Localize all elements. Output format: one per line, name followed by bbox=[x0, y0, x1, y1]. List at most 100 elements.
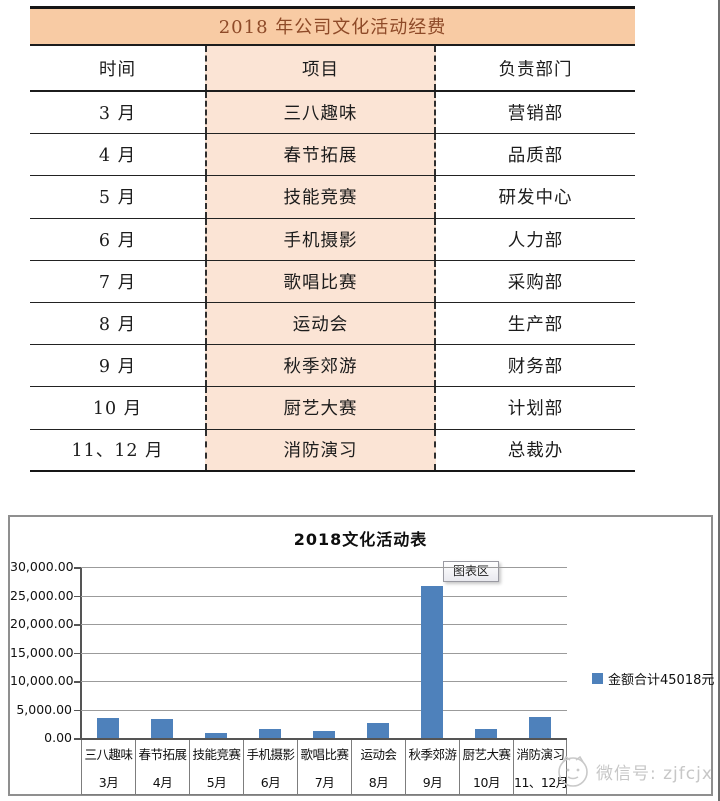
table-cell-month: 11、12 月 bbox=[71, 441, 164, 462]
table-cell-month: 5 月 bbox=[98, 188, 137, 209]
table-row: 3 月 三八趣味 营销部 bbox=[30, 92, 635, 135]
y-tick-mark bbox=[74, 652, 81, 654]
category-label-month: 4月 bbox=[135, 769, 189, 794]
category-label-project: 三八趣味 bbox=[81, 738, 135, 769]
category-label-month: 11、12月 bbox=[513, 769, 568, 794]
legend-swatch-icon bbox=[592, 673, 603, 684]
chart-bar[interactable] bbox=[529, 717, 551, 738]
gridline bbox=[81, 652, 567, 654]
table-cell-project: 厨艺大赛 bbox=[205, 387, 436, 429]
category-axis-months: 3月 4月 5月 6月 7月 8月 9月 10月 11、12月 bbox=[81, 769, 568, 794]
table-cell-month: 7 月 bbox=[98, 272, 137, 293]
watermark: 微信号: zjfcjx bbox=[555, 753, 713, 789]
screenshot-right-edge bbox=[718, 0, 720, 801]
table-cell-department: 计划部 bbox=[507, 399, 564, 420]
table-cell-department: 品质部 bbox=[507, 146, 564, 167]
column-header-time: 时间 bbox=[99, 59, 136, 80]
table-row: 4 月 春节拓展 品质部 bbox=[30, 134, 635, 177]
table-body: 3 月 三八趣味 营销部 4 月 春节拓展 品质部 5 月 技能竞赛 研发中心 6 月 手机摄影 人力… bbox=[30, 92, 635, 472]
table-cell-month: 3 月 bbox=[98, 104, 137, 125]
category-label-project: 厨艺大赛 bbox=[459, 738, 513, 769]
y-tick-mark bbox=[74, 595, 81, 597]
table-row: 10 月 厨艺大赛 计划部 bbox=[30, 387, 635, 430]
chart-bar[interactable] bbox=[367, 723, 389, 738]
category-label-project: 手机摄影 bbox=[243, 738, 297, 769]
table-cell-project: 春节拓展 bbox=[205, 134, 436, 176]
gridline bbox=[81, 567, 567, 568]
y-tick-label: 5,000.00 bbox=[16, 701, 72, 717]
y-tick-label: 30,000.00 bbox=[10, 559, 74, 574]
table-cell-department: 研发中心 bbox=[498, 188, 573, 209]
table-row: 9 月 秋季郊游 财务部 bbox=[30, 345, 635, 388]
column-header-project: 项目 bbox=[205, 46, 436, 90]
category-label-month: 5月 bbox=[189, 769, 243, 794]
y-tick-mark bbox=[74, 738, 81, 740]
chart-panel[interactable]: 2018文化活动表 三八趣味 春节拓展 技能竞赛 手机摄影 歌唱比赛 运动会 秋季郊游 厨艺大… bbox=[8, 515, 714, 796]
column-header-department: 负责部门 bbox=[498, 59, 573, 80]
expense-table: 2018 年公司文化活动经费 时间 项目 负责部门 3 月 三八趣味 营销部 4 月 春… bbox=[30, 6, 635, 472]
table-row: 6 月 手机摄影 人力部 bbox=[30, 218, 635, 261]
category-label-month: 8月 bbox=[351, 769, 405, 794]
table-title: 2018 年公司文化活动经费 bbox=[30, 9, 635, 46]
table-cell-department: 营销部 bbox=[507, 104, 564, 125]
table-cell-department: 生产部 bbox=[507, 315, 564, 336]
chart-bar[interactable] bbox=[259, 728, 281, 738]
category-label-month: 10月 bbox=[459, 769, 513, 794]
y-tick-label: 0.00 bbox=[44, 730, 72, 745]
table-cell-department: 财务部 bbox=[507, 357, 564, 378]
category-label-project: 消防演习 bbox=[513, 738, 567, 769]
chart-title: 2018文化活动表 bbox=[293, 530, 428, 549]
table-cell-month: 9 月 bbox=[98, 357, 137, 378]
wechat-mascot-icon bbox=[558, 755, 588, 787]
y-tick-label: 20,000.00 bbox=[10, 616, 74, 631]
watermark-text: 微信号: zjfcjx bbox=[596, 763, 713, 784]
y-tick-label: 15,000.00 bbox=[10, 644, 74, 660]
table-row: 8 月 运动会 生产部 bbox=[30, 302, 635, 346]
legend-label: 金额合计45018元 bbox=[608, 673, 715, 688]
table-cell-month: 4 月 bbox=[98, 146, 137, 167]
gridline bbox=[81, 709, 567, 711]
table-row: 7 月 歌唱比赛 采购部 bbox=[30, 260, 635, 303]
table-cell-project: 消防演习 bbox=[205, 429, 436, 470]
y-tick-label: 25,000.00 bbox=[10, 587, 74, 603]
chart-bar[interactable] bbox=[475, 729, 497, 738]
category-label-project: 歌唱比赛 bbox=[297, 738, 351, 769]
category-label-project: 秋季郊游 bbox=[405, 738, 459, 769]
table-cell-department: 总裁办 bbox=[507, 441, 564, 462]
x-axis-line bbox=[81, 738, 567, 740]
category-label-project: 技能竞赛 bbox=[189, 738, 243, 769]
category-axis-projects: 三八趣味 春节拓展 技能竞赛 手机摄影 歌唱比赛 运动会 秋季郊游 厨艺大赛 消防演习 bbox=[81, 738, 567, 769]
chart-bar[interactable] bbox=[151, 719, 173, 738]
y-tick-mark bbox=[74, 709, 81, 711]
table-header-row: 时间 项目 负责部门 bbox=[30, 46, 635, 92]
table-cell-project: 手机摄影 bbox=[205, 218, 436, 260]
table-cell-month: 10 月 bbox=[92, 399, 143, 420]
category-label-month: 6月 bbox=[243, 769, 297, 794]
category-label-month: 9月 bbox=[405, 769, 459, 794]
gridline bbox=[81, 681, 567, 682]
table-cell-month: 6 月 bbox=[98, 230, 137, 251]
y-tick-label: 10,000.00 bbox=[10, 673, 74, 688]
table-cell-project: 技能竞赛 bbox=[205, 176, 436, 218]
chart-legend[interactable]: 金额合计45018元 bbox=[592, 669, 714, 688]
y-tick-mark bbox=[74, 624, 81, 626]
chart-bar[interactable] bbox=[205, 732, 227, 738]
chart-bar[interactable] bbox=[97, 718, 119, 738]
table-cell-project: 三八趣味 bbox=[205, 92, 436, 134]
y-tick-mark bbox=[74, 681, 81, 683]
table-row: 5 月 技能竞赛 研发中心 bbox=[30, 176, 635, 219]
table-cell-department: 人力部 bbox=[507, 230, 564, 251]
category-label-project: 春节拓展 bbox=[135, 738, 189, 769]
table-row: 11、12 月 消防演习 总裁办 bbox=[30, 429, 635, 472]
chart-bar[interactable] bbox=[421, 585, 443, 738]
chart-area-tooltip: 图表区 bbox=[443, 561, 499, 582]
table-cell-project: 歌唱比赛 bbox=[205, 260, 436, 302]
y-tick-mark bbox=[74, 567, 81, 569]
category-label-month: 3月 bbox=[81, 769, 135, 794]
table-cell-project: 秋季郊游 bbox=[205, 345, 436, 387]
gridline bbox=[81, 624, 567, 625]
table-cell-project: 运动会 bbox=[205, 302, 436, 345]
table-cell-department: 采购部 bbox=[507, 272, 564, 293]
category-axis-bottom-line bbox=[81, 793, 567, 795]
chart-bar[interactable] bbox=[313, 730, 335, 738]
